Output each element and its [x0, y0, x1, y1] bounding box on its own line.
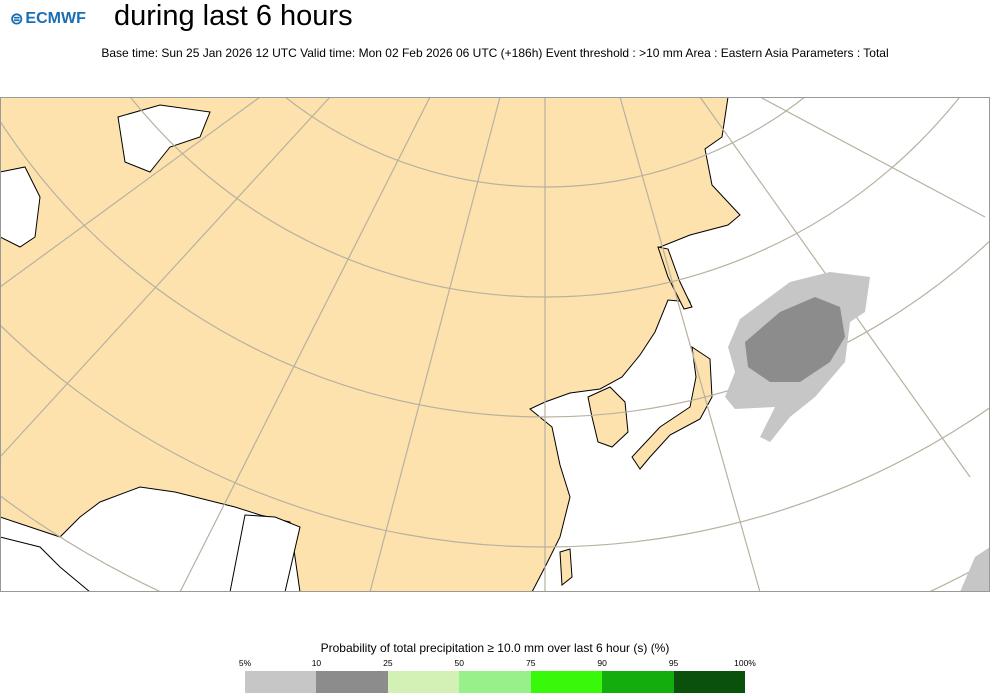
- legend-swatch: [459, 671, 531, 693]
- legend-swatch: [530, 671, 603, 693]
- legend-tick: 90: [597, 658, 607, 668]
- taiwan: [559, 548, 573, 586]
- legend-tick: 50: [454, 658, 465, 668]
- legend-tick: 5%: [238, 658, 252, 668]
- legend-swatch: [387, 671, 460, 693]
- page-title: during last 6 hours: [114, 0, 353, 32]
- korea: [587, 386, 629, 448]
- graticule: [0, 97, 990, 592]
- land-mainland: [0, 97, 741, 592]
- legend-tick: 10: [311, 658, 322, 668]
- arctic-bay: [117, 104, 211, 173]
- caspian-sea: [0, 166, 41, 248]
- legend-swatch: [602, 671, 674, 693]
- legend-colorbar: [245, 671, 745, 693]
- ecmwf-logo: ⊜ ECMWF: [10, 10, 86, 28]
- map: [0, 97, 990, 592]
- legend-swatch: [245, 671, 317, 693]
- arabian-sea: [0, 536, 91, 592]
- legend-title: Probability of total precipitation ≥ 10.…: [320, 641, 670, 655]
- logo-icon: ⊜: [10, 11, 24, 28]
- precip-5-10-se: [960, 547, 990, 592]
- legend-ticks: 5% 10 25 50 75 90 95 100%: [0, 658, 990, 670]
- legend-tick: 95: [668, 658, 679, 668]
- bay-of-bengal: [229, 514, 301, 592]
- precip-10-25: [745, 297, 845, 382]
- legend-tick: 75: [525, 658, 536, 668]
- legend-tick: 100%: [734, 658, 756, 668]
- legend-tick: 25: [383, 658, 393, 668]
- subtitle: Base time: Sun 25 Jan 2026 12 UTC Valid …: [101, 46, 889, 60]
- legend-swatch: [316, 671, 388, 693]
- legend-swatch: [673, 671, 745, 693]
- japan: [631, 345, 713, 470]
